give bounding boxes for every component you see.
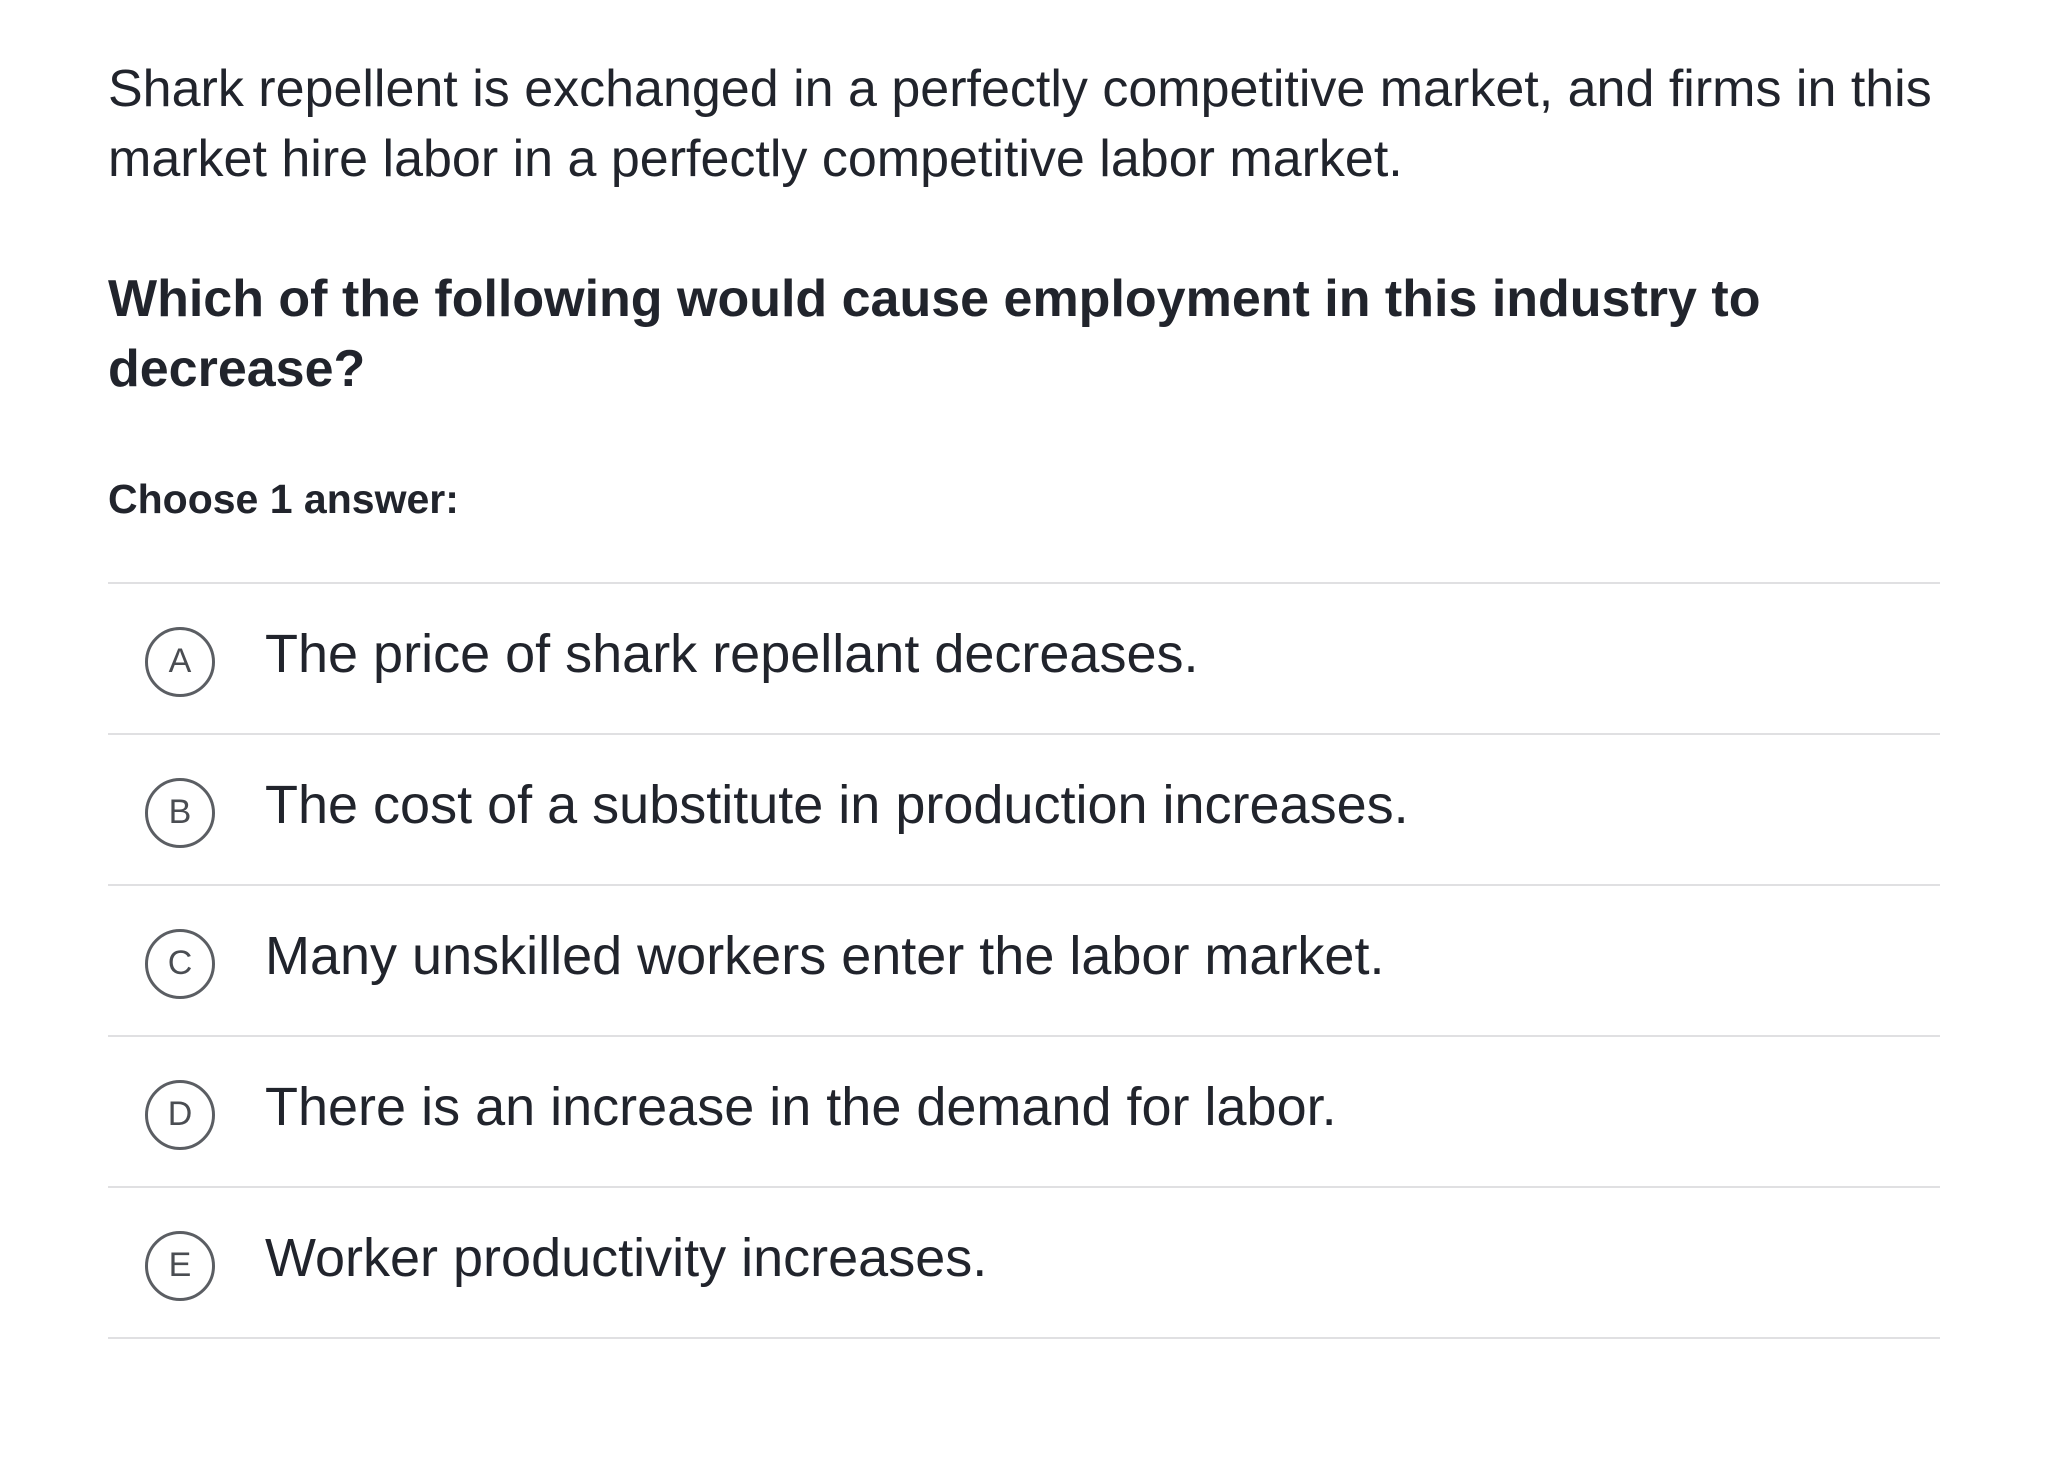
choice-a-text: The price of shark repellant decreases. [265,623,1199,684]
question-stem: Shark repellent is exchanged in a perfec… [108,60,1932,188]
choice-a-radio[interactable]: A [145,626,215,697]
choice-b-text: The cost of a substitute in production i… [265,774,1409,835]
choice-c-text: Many unskilled workers enter the labor m… [265,925,1385,986]
choice-b-radio[interactable]: B [145,777,215,848]
choice-d-text: There is an increase in the demand for l… [265,1076,1337,1137]
exercise-container: Shark repellent is exchanged in a perfec… [108,54,2008,1339]
question-text: Which of the following would cause emplo… [108,270,1761,398]
choice-a[interactable]: A The price of shark repellant decreases… [108,584,1940,735]
choice-d[interactable]: D There is an increase in the demand for… [108,1037,1940,1188]
choose-answer-label: Choose 1 answer: [108,476,459,522]
choice-c[interactable]: C Many unskilled workers enter the labor… [108,886,1940,1037]
choice-e-text: Worker productivity increases. [265,1227,988,1288]
choice-e[interactable]: E Worker productivity increases. [108,1188,1940,1339]
choice-c-radio[interactable]: C [145,928,215,999]
answer-choices: A The price of shark repellant decreases… [108,582,1940,1339]
choice-e-radio[interactable]: E [145,1230,215,1301]
choice-d-radio[interactable]: D [145,1079,215,1150]
choice-b[interactable]: B The cost of a substitute in production… [108,735,1940,886]
